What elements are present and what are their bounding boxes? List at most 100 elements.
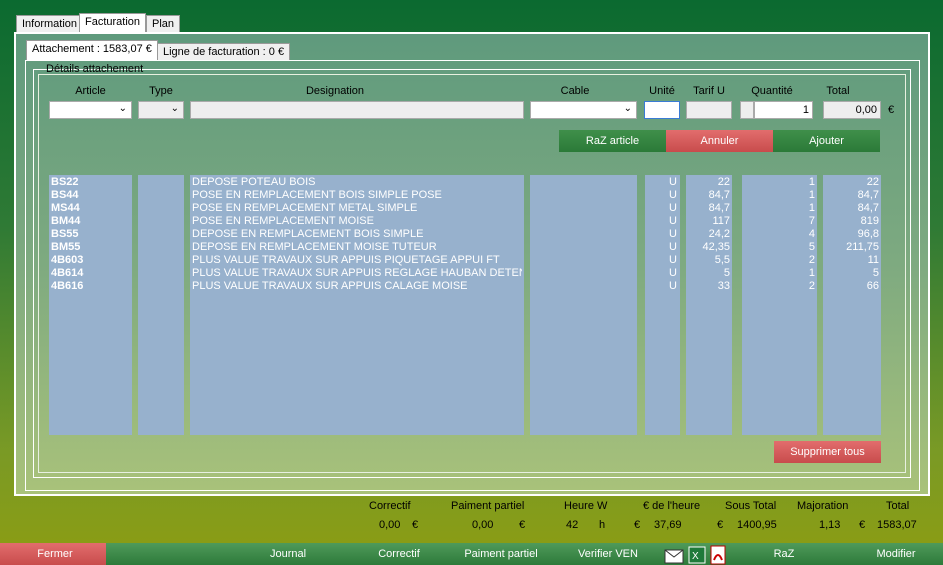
icons: X	[664, 545, 726, 565]
summary-value: h	[599, 519, 606, 531]
button[interactable]: Supprimer tous	[774, 441, 881, 463]
list-cell: 22	[866, 176, 879, 188]
list-cell: 66	[866, 280, 879, 292]
list-cell: MS44	[51, 202, 80, 214]
list-cell: U	[669, 228, 677, 240]
article-select[interactable]: ⌄	[49, 101, 132, 119]
list-cell: U	[669, 189, 677, 201]
tab[interactable]: Plan	[146, 15, 181, 35]
bottom-button[interactable]: Correctif	[378, 548, 420, 560]
summary-value: €	[519, 519, 526, 531]
summary-label: Correctif	[369, 500, 411, 512]
bottom-button[interactable]: Modifier	[876, 548, 916, 560]
tab[interactable]: Information	[16, 15, 84, 35]
list-cell: PLUS VALUE TRAVAUX SUR APPUIS PIQUETAGE …	[192, 254, 500, 266]
column-header: Article	[75, 85, 106, 97]
list-column	[138, 175, 184, 435]
quantite-input[interactable]: 1	[754, 101, 813, 119]
button[interactable]: Ajouter	[773, 130, 880, 152]
list-cell: DEPOSE EN REMPLACEMENT BOIS SIMPLE	[192, 228, 424, 240]
spinner[interactable]	[740, 101, 754, 119]
list-cell: 117	[712, 215, 730, 227]
summary-value: 1400,95	[737, 519, 777, 531]
group-frame	[38, 74, 906, 473]
list-cell: 7	[808, 215, 815, 227]
cable-select[interactable]: ⌄	[530, 101, 637, 119]
column-header: Type	[149, 85, 173, 97]
list-cell: 84,7	[857, 189, 879, 201]
bottom-button[interactable]: Journal	[269, 548, 307, 560]
list-cell: 24,2	[708, 228, 730, 240]
close-button-bg	[0, 543, 106, 565]
list-cell: U	[669, 254, 677, 266]
summary-value: 42	[566, 519, 579, 531]
list-cell: BS44	[51, 189, 79, 201]
list-cell: U	[669, 215, 677, 227]
list-cell: 1	[808, 176, 815, 188]
bottom-button[interactable]: Fermer	[37, 548, 73, 560]
list-cell: 5,5	[714, 254, 730, 266]
list-column	[645, 175, 680, 435]
subtab[interactable]: Ligne de facturation : 0 €	[157, 43, 291, 61]
list-cell: 211,75	[846, 241, 879, 253]
list-cell: BS55	[51, 228, 79, 240]
list-cell: PLUS VALUE TRAVAUX SUR APPUIS REGLAGE HA…	[192, 267, 522, 279]
summary-value: 1583,07	[877, 519, 917, 531]
list-cell: U	[669, 241, 677, 253]
list-cell: 2	[808, 254, 815, 266]
list-cell: 84,7	[708, 202, 730, 214]
tab-selected[interactable]: Facturation	[79, 13, 147, 35]
list-cell: DEPOSE EN REMPLACEMENT MOISE TUTEUR	[192, 241, 437, 253]
list-cell: 5	[808, 241, 815, 253]
designation-input[interactable]	[190, 101, 524, 119]
list-column	[686, 175, 732, 435]
subtab-selected[interactable]: Attachement : 1583,07 €	[26, 40, 158, 60]
summary-value: 0,00	[472, 519, 494, 531]
summary-value: €	[717, 519, 724, 531]
column-header: Tarif U	[693, 85, 725, 97]
list-cell: BM44	[51, 215, 81, 227]
unite-input[interactable]	[644, 101, 680, 119]
list-cell: 33	[717, 280, 730, 292]
bottom-button[interactable]: RaZ	[773, 548, 795, 560]
list-cell: 1	[808, 267, 815, 279]
column-header: Cable	[560, 85, 590, 97]
bottom-button[interactable]: Verifier VEN	[578, 548, 638, 560]
bottom-bar	[0, 543, 943, 565]
column-header: Unité	[649, 85, 675, 97]
list-cell: POSE EN REMPLACEMENT METAL SIMPLE	[192, 202, 418, 214]
total-input: 0,00	[823, 101, 881, 119]
list-cell: 4B603	[51, 254, 84, 266]
column-header: Quantité	[751, 85, 793, 97]
column-header: Total	[826, 85, 850, 97]
type-select[interactable]: ⌄	[138, 101, 184, 119]
list-cell: 2	[808, 280, 815, 292]
list-cell: 4	[808, 228, 815, 240]
list-cell: 5	[872, 267, 879, 279]
list-cell: PLUS VALUE TRAVAUX SUR APPUIS CALAGE MOI…	[192, 280, 468, 292]
button[interactable]: Annuler	[666, 130, 773, 152]
list-cell: POSE EN REMPLACEMENT BOIS SIMPLE POSE	[192, 189, 442, 201]
column-header: Designation	[305, 85, 365, 97]
list-cell: 1	[808, 202, 815, 214]
summary-label: Paiment partiel	[451, 500, 525, 512]
summary-label: Heure W	[564, 500, 608, 512]
list-cell: 22	[717, 176, 730, 188]
list-cell: 96,8	[857, 228, 879, 240]
summary-label: € de l'heure	[643, 500, 701, 512]
list-column	[49, 175, 132, 435]
bottom-button[interactable]: Paiment partiel	[464, 548, 538, 560]
panel-frame: Détails attachement	[25, 60, 920, 491]
list-cell: U	[669, 176, 677, 188]
summary-label: Majoration	[797, 500, 849, 512]
tarif-input[interactable]	[686, 101, 732, 119]
list-cell: U	[669, 267, 677, 279]
list-column	[742, 175, 817, 435]
list-column	[823, 175, 881, 435]
summary-value: 1,13	[819, 519, 841, 531]
button[interactable]: RaZ article	[559, 130, 666, 152]
summary-label: Total	[886, 500, 910, 512]
svg-text:X: X	[692, 551, 699, 562]
list-cell: 42,35	[702, 241, 730, 253]
